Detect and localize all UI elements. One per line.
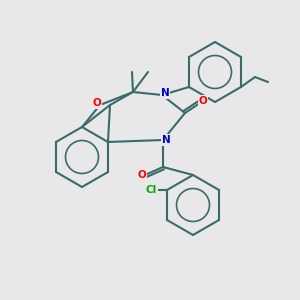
Text: Cl: Cl [146, 185, 157, 195]
Text: O: O [199, 96, 207, 106]
Text: O: O [93, 98, 101, 108]
Text: N: N [162, 135, 170, 145]
Text: O: O [138, 170, 146, 180]
Text: N: N [160, 88, 169, 98]
